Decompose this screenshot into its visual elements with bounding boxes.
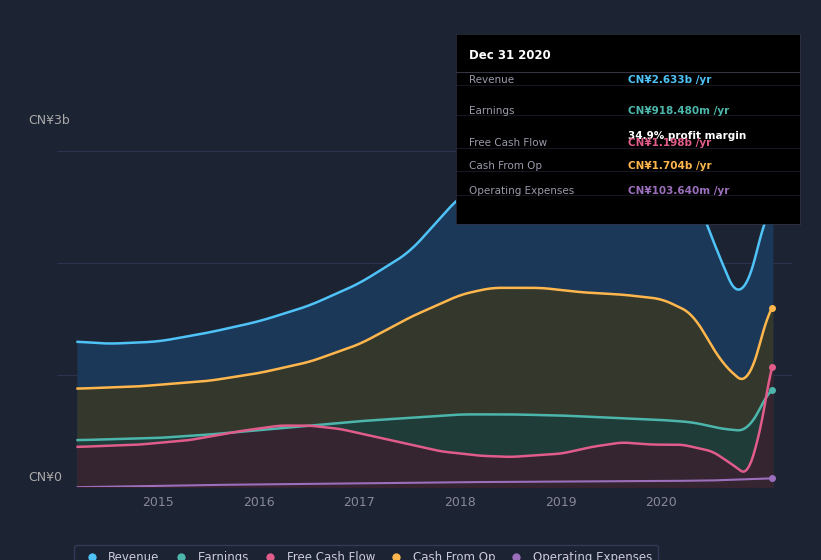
Text: CN¥918.480m /yr: CN¥918.480m /yr bbox=[628, 106, 729, 116]
Text: CN¥103.640m /yr: CN¥103.640m /yr bbox=[628, 186, 729, 196]
Text: CN¥3b: CN¥3b bbox=[29, 114, 71, 127]
Text: 34.9% profit margin: 34.9% profit margin bbox=[628, 130, 746, 141]
Text: Free Cash Flow: Free Cash Flow bbox=[470, 138, 548, 148]
Text: Operating Expenses: Operating Expenses bbox=[470, 186, 575, 196]
Text: CN¥1.704b /yr: CN¥1.704b /yr bbox=[628, 161, 712, 171]
Text: CN¥2.633b /yr: CN¥2.633b /yr bbox=[628, 76, 712, 86]
Text: CN¥1.198b /yr: CN¥1.198b /yr bbox=[628, 138, 711, 148]
Text: Revenue: Revenue bbox=[470, 76, 515, 86]
Text: Earnings: Earnings bbox=[470, 106, 515, 116]
Text: CN¥0: CN¥0 bbox=[29, 470, 62, 484]
Text: Cash From Op: Cash From Op bbox=[470, 161, 543, 171]
Text: Dec 31 2020: Dec 31 2020 bbox=[470, 49, 551, 62]
Legend: Revenue, Earnings, Free Cash Flow, Cash From Op, Operating Expenses: Revenue, Earnings, Free Cash Flow, Cash … bbox=[74, 545, 658, 560]
